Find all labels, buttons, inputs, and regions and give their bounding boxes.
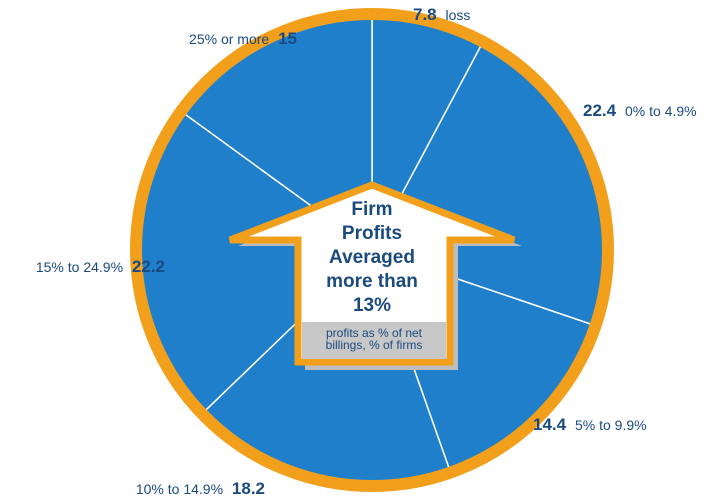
chart-title: Firm Profits Averaged more than 13% xyxy=(326,199,418,316)
value-label: 15 xyxy=(278,29,297,48)
pie-border xyxy=(130,8,614,492)
slice-label: 7.8 loss xyxy=(413,5,470,24)
chart-subtitle: profits as % of net billings, % of firms xyxy=(326,326,423,352)
category-label: 5% to 9.9% xyxy=(575,417,647,433)
arrow xyxy=(228,181,522,370)
category-label: 25% or more xyxy=(189,31,269,47)
slice-label: 15% to 24.9% 22.2 xyxy=(36,257,165,276)
category-label: 15% to 24.9% xyxy=(36,259,123,275)
labels: 7.8 loss 22.4 0% to 4.9% 14.4 5% to 9.9% 10… xyxy=(36,5,697,498)
value-label: 22.2 xyxy=(132,257,165,276)
arrow-shape xyxy=(228,181,516,366)
category-label: 0% to 4.9% xyxy=(625,103,697,119)
caption-box xyxy=(302,322,446,359)
slice-label: 22.4 0% to 4.9% xyxy=(583,101,697,120)
category-label: 10% to 14.9% xyxy=(136,481,223,497)
value-label: 14.4 xyxy=(533,415,567,434)
value-label: 18.2 xyxy=(232,479,265,498)
slice-label: 25% or more 15 xyxy=(189,29,297,48)
category-label: loss xyxy=(446,7,471,23)
value-label: 7.8 xyxy=(413,5,437,24)
slice-label: 14.4 5% to 9.9% xyxy=(533,415,647,434)
value-label: 22.4 xyxy=(583,101,617,120)
slice-label: 10% to 14.9% 18.2 xyxy=(136,479,265,498)
